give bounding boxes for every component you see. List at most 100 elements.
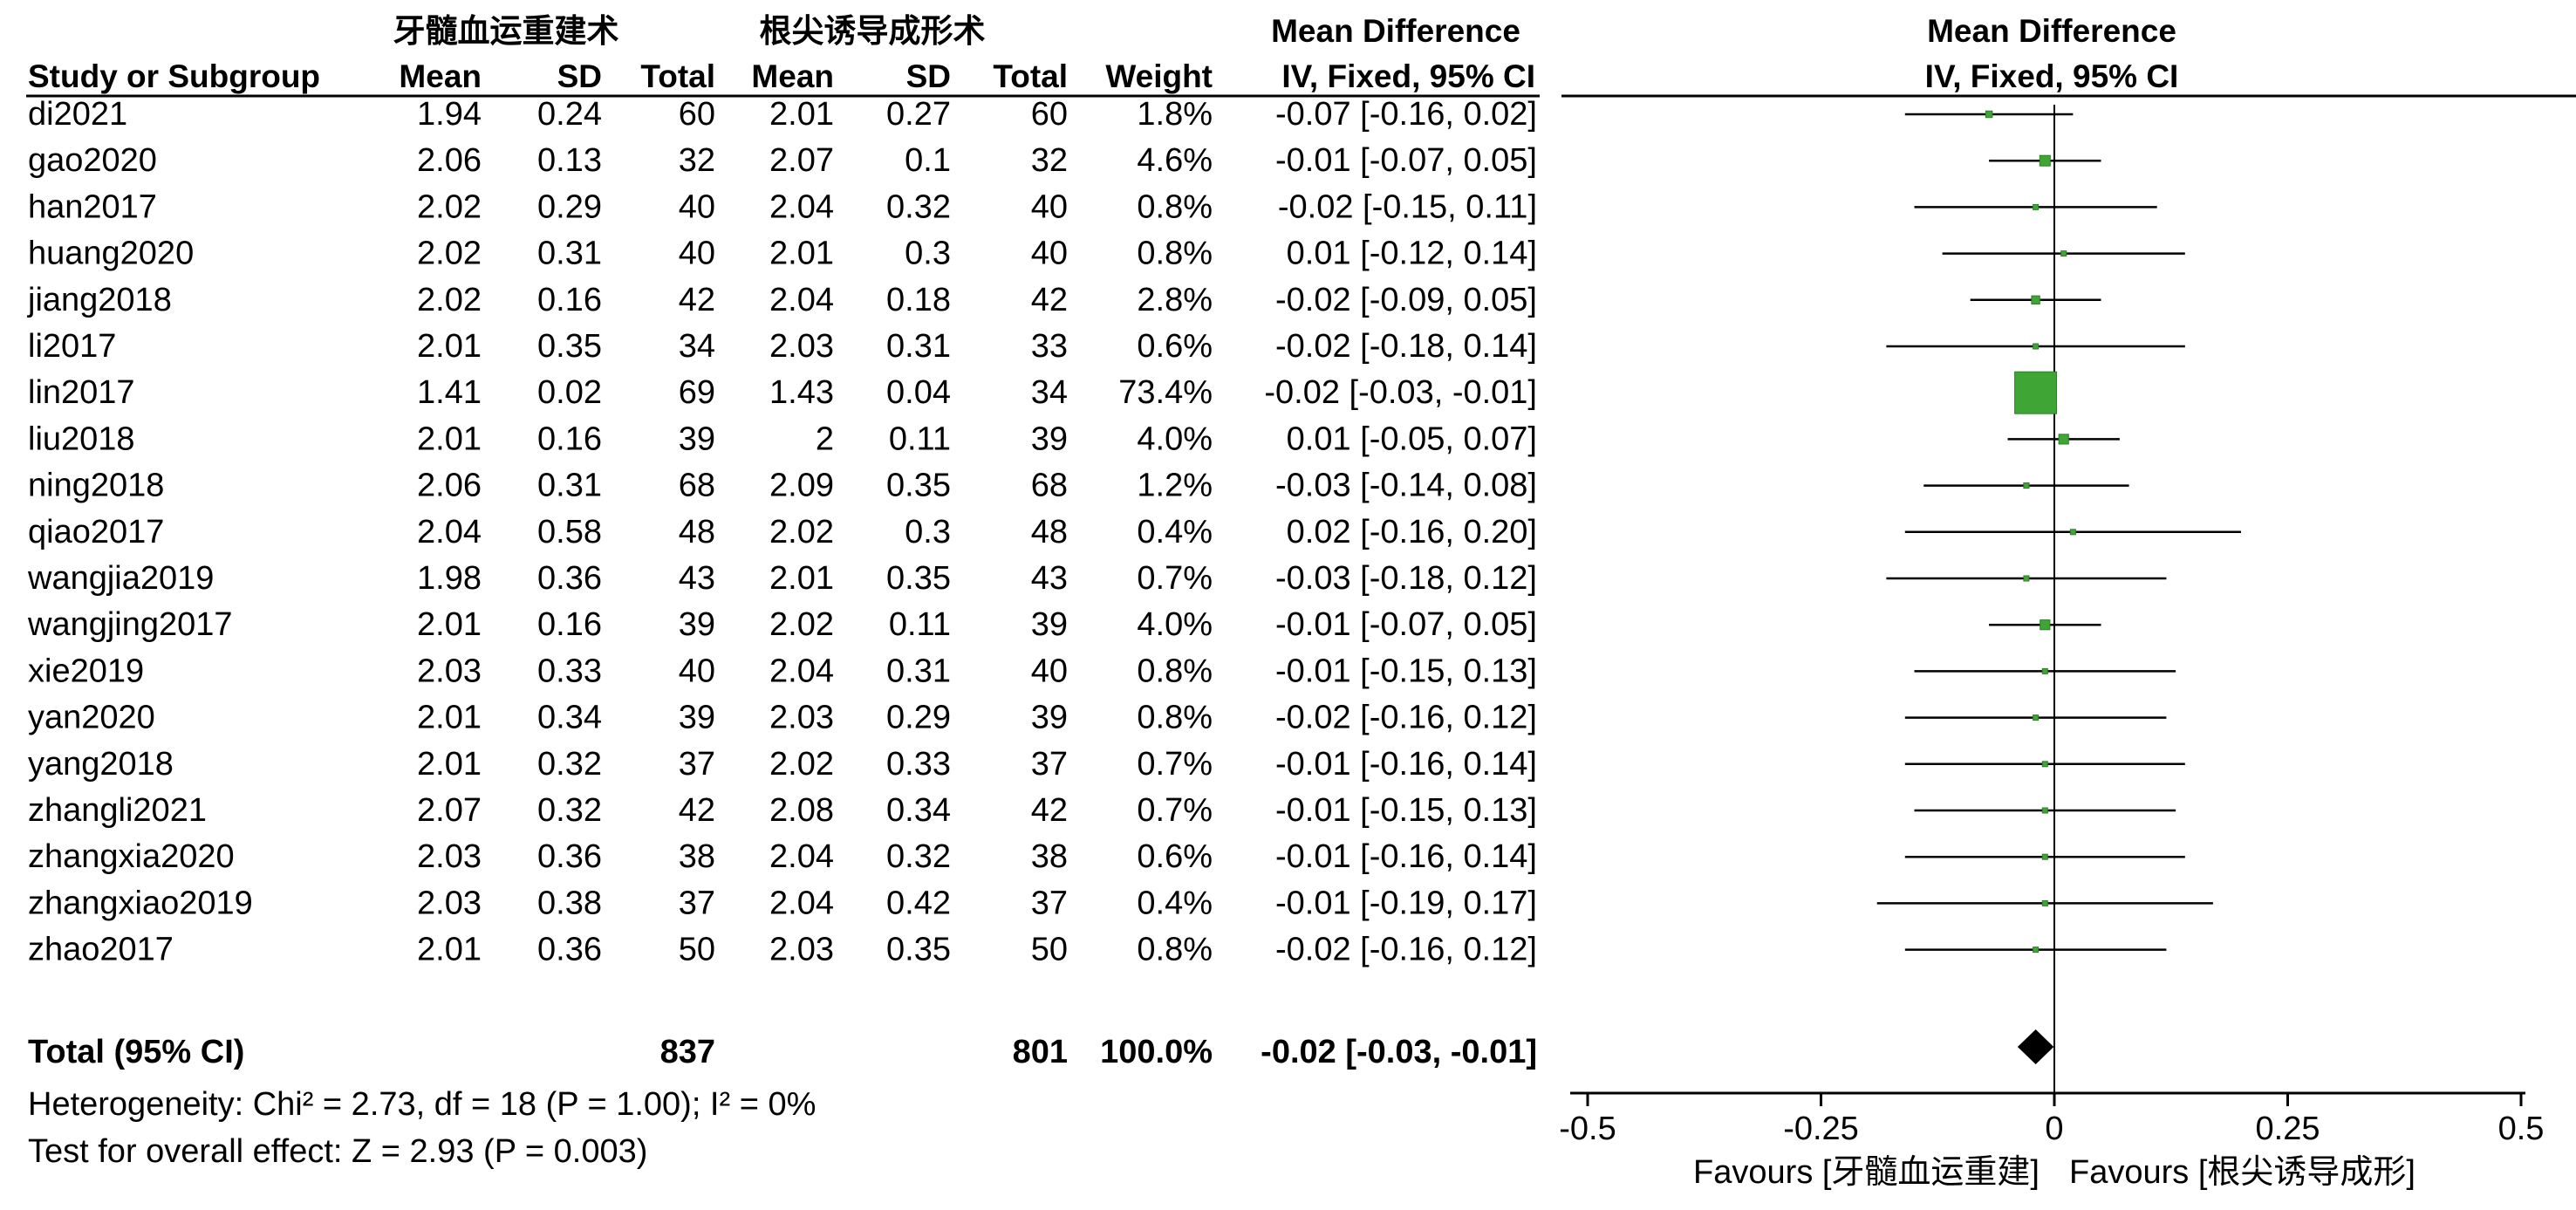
table-row: zhangxiao2019 2.03 0.38 37 2.04 0.42 37 0.4% -0.… <box>28 885 1537 921</box>
total2-value: 39 <box>1031 420 1068 457</box>
mean1-value: 2.02 <box>417 282 482 318</box>
weight-value: 73.4% <box>1118 374 1213 411</box>
mean2-value: 2.01 <box>769 236 834 272</box>
effect-square <box>2041 853 2048 860</box>
mean2-value: 2 <box>816 420 834 457</box>
mean2-value: 2.03 <box>769 932 834 968</box>
sd2-value: 0.1 <box>905 142 951 179</box>
study-name: xie2019 <box>28 653 144 689</box>
weight-value: 0.4% <box>1137 514 1213 550</box>
mean1-value: 1.41 <box>417 374 482 411</box>
total2-value: 39 <box>1031 700 1068 736</box>
sd1-value: 0.58 <box>537 514 602 550</box>
sd1-value: 0.36 <box>537 560 602 597</box>
mean1-value: 2.06 <box>417 142 482 179</box>
effect-square <box>2033 203 2040 210</box>
weight-value: 0.4% <box>1137 885 1213 921</box>
ci-value: 0.01 [-0.05, 0.07] <box>1287 420 1537 457</box>
effect-square <box>2041 667 2048 674</box>
sd1-header: SD <box>557 58 602 94</box>
total2-header: Total <box>993 58 1068 94</box>
mean1-value: 2.01 <box>417 700 482 736</box>
weight-value: 4.0% <box>1137 420 1213 457</box>
weight-value: 0.8% <box>1137 236 1213 272</box>
mean2-value: 2.01 <box>769 560 834 597</box>
sd2-value: 0.11 <box>889 420 951 457</box>
total1-value: 37 <box>679 746 715 783</box>
weight-value: 1.8% <box>1137 96 1213 133</box>
total2-value: 42 <box>1031 282 1068 318</box>
sd1-value: 0.02 <box>537 374 602 411</box>
total2-value: 39 <box>1031 606 1068 643</box>
weight-value: 0.6% <box>1137 838 1213 875</box>
x-axis: -0.5 -0.25 0 0.25 0.5 <box>1559 1093 2544 1147</box>
mean1-value: 2.06 <box>417 468 482 504</box>
ci-value: -0.01 [-0.16, 0.14] <box>1275 838 1537 875</box>
sd1-value: 0.31 <box>537 236 602 272</box>
total2-value: 34 <box>1031 374 1068 411</box>
x-tick-label: -0.25 <box>1783 1111 1859 1147</box>
ci-value: 0.01 [-0.12, 0.14] <box>1287 236 1537 272</box>
study-name: wangjing2017 <box>27 606 233 643</box>
weight-value: 0.8% <box>1137 653 1213 689</box>
sd2-value: 0.33 <box>886 746 951 783</box>
group2-header: 根尖诱导成形术 <box>760 13 986 49</box>
ci-value: -0.03 [-0.18, 0.12] <box>1275 560 1537 597</box>
sd1-value: 0.16 <box>537 420 602 457</box>
sd1-value: 0.32 <box>537 792 602 829</box>
weight-value: 1.2% <box>1137 468 1213 504</box>
effect-square <box>2033 714 2040 721</box>
sd2-value: 0.04 <box>886 374 951 411</box>
sd1-value: 0.35 <box>537 328 602 365</box>
mean2-header: Mean <box>751 58 834 94</box>
x-tick-label: 0.5 <box>2498 1111 2545 1147</box>
plot-method-header: IV, Fixed, 95% CI <box>1925 58 2179 94</box>
weight-value: 0.8% <box>1137 700 1213 736</box>
study-name: zhangxiao2019 <box>28 885 253 921</box>
total1-value: 42 <box>679 792 715 829</box>
study-rows: di2021 1.94 0.24 60 2.01 0.27 60 1.8% -0.07 [-0.… <box>27 96 1537 968</box>
total1-value: 60 <box>679 96 715 133</box>
total1-value: 50 <box>679 932 715 968</box>
effect-square <box>2039 154 2051 167</box>
table-row: qiao2017 2.04 0.58 48 2.02 0.3 48 0.4% 0.02 [-0.… <box>28 514 1537 550</box>
total1-value: 37 <box>679 885 715 921</box>
effect-square <box>2060 250 2067 257</box>
table-row: xie2019 2.03 0.33 40 2.04 0.31 40 0.8% -0.01 [-0… <box>28 653 1537 689</box>
table-row: li2017 2.01 0.35 34 2.03 0.31 33 0.6% -0.02 [-0.… <box>28 328 1537 365</box>
mean2-value: 2.02 <box>769 606 834 643</box>
table-row: ning2018 2.06 0.31 68 2.09 0.35 68 1.2% -0.03 [-… <box>28 468 1537 504</box>
weight-value: 0.7% <box>1137 792 1213 829</box>
table-row: lin2017 1.41 0.02 69 1.43 0.04 34 73.4% -0.02 [-… <box>28 374 1537 411</box>
sd2-value: 0.3 <box>905 236 951 272</box>
method-header: IV, Fixed, 95% CI <box>1281 58 1535 94</box>
sd2-value: 0.31 <box>886 328 951 365</box>
sd2-value: 0.18 <box>886 282 951 318</box>
table-row: wangjia2019 1.98 0.36 43 2.01 0.35 43 0.7% -0.03… <box>27 560 1537 597</box>
total1-value: 40 <box>679 236 715 272</box>
total2-value: 40 <box>1031 236 1068 272</box>
sd1-value: 0.32 <box>537 746 602 783</box>
mean1-value: 2.01 <box>417 328 482 365</box>
ci-value: -0.01 [-0.07, 0.05] <box>1275 606 1537 643</box>
total-n2: 801 <box>1013 1034 1068 1070</box>
sd2-value: 0.35 <box>886 560 951 597</box>
effect-square <box>1985 110 1993 119</box>
study-name: zhangxia2020 <box>28 838 235 875</box>
overall-effect-text: Test for overall effect: Z = 2.93 (P = 0… <box>28 1133 647 1170</box>
mean1-value: 2.01 <box>417 606 482 643</box>
x-tick-label: -0.5 <box>1559 1111 1616 1147</box>
total2-value: 33 <box>1031 328 1068 365</box>
sd1-value: 0.38 <box>537 885 602 921</box>
sd2-value: 0.31 <box>886 653 951 689</box>
sd2-value: 0.11 <box>889 606 951 643</box>
effect-square <box>2069 529 2076 536</box>
sd1-value: 0.36 <box>537 932 602 968</box>
mean1-value: 2.02 <box>417 188 482 225</box>
mean2-value: 2.03 <box>769 328 834 365</box>
total1-value: 40 <box>679 188 715 225</box>
weight-value: 0.7% <box>1137 746 1213 783</box>
sd1-value: 0.16 <box>537 606 602 643</box>
ci-value: -0.01 [-0.19, 0.17] <box>1275 885 1537 921</box>
sd2-value: 0.29 <box>886 700 951 736</box>
